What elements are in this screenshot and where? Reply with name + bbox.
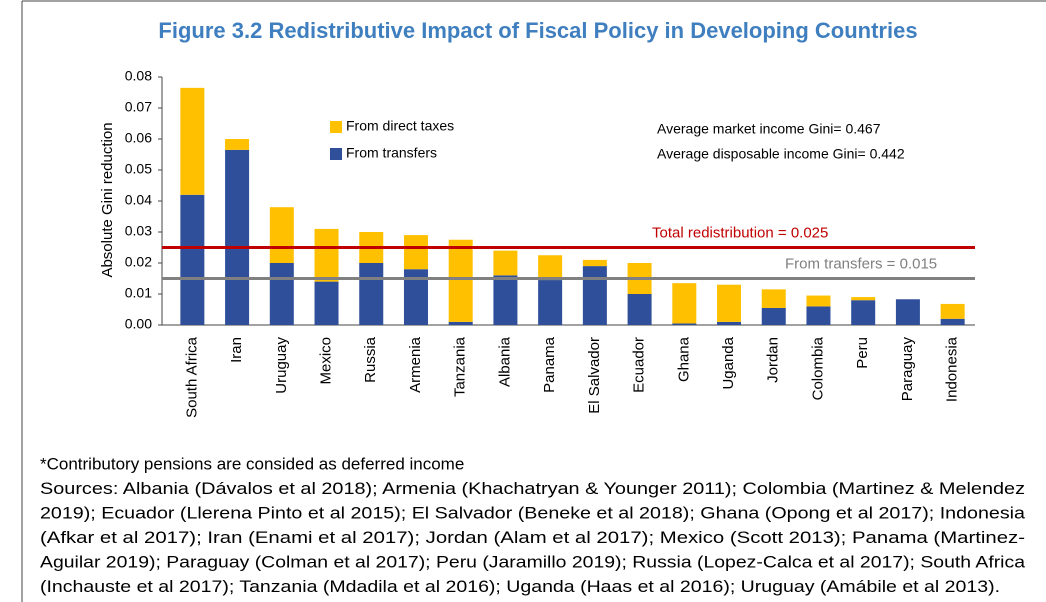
bar-segment [180,87,205,195]
bar-segment [493,275,518,325]
bar-segment [940,318,965,325]
x-tick-label: Uruguay [273,337,290,394]
bar-segment [940,303,965,319]
x-tick-label: Armenia [407,336,424,393]
bar-segment [806,295,831,307]
bar-segment [627,294,652,325]
bar-segment [717,321,742,325]
reference-label-value: 0.015 [900,255,938,272]
bar-segment [538,280,563,325]
footnote: *Contributory pensions are consided as d… [40,454,464,473]
y-tick-label: 0.01 [125,285,152,301]
legend-swatch [330,121,342,133]
chart-title: Figure 3.2 Redistributive Impact of Fisc… [158,18,917,43]
y-tick-label: 0.03 [125,223,152,239]
legend-swatch [330,148,342,160]
bar-segment [851,300,876,325]
x-tick-label: Russia [362,336,379,383]
y-tick-label: 0.05 [125,161,152,177]
bar-segment [761,289,786,308]
legend-label: From transfers [346,145,437,161]
x-tick-label: Iran [228,337,245,363]
bar-segment [403,235,428,270]
x-tick-label: Tanzania [452,336,469,397]
annotation: Average disposable income Gini= 0.442 [657,146,905,162]
x-tick-label: Paraguay [899,337,916,402]
x-tick-label: Jordan [765,337,782,383]
bar-segment [672,283,697,324]
reference-label-text: Total redistribution = [652,224,791,241]
bar-segment [269,207,294,263]
reference-label-text: From transfers = [785,255,900,272]
x-tick-label: Indonesia [944,336,961,402]
bar-segment [225,139,250,150]
bar-segment [493,250,518,276]
y-axis-title: Absolute Gini reduction [99,122,116,277]
footnote: Sources: Albania (Dávalos et al 2018); A… [40,479,1025,498]
bar-segment [314,228,339,282]
x-tick-label: Albania [496,336,513,387]
bar-segment [717,284,742,322]
x-tick-label: Peru [854,337,871,369]
bar-segment [180,194,205,325]
reference-label: Total redistribution = 0.025 [652,224,828,241]
bar-segment [448,239,473,322]
x-tick-label: Ecuador [631,337,648,393]
footnote: Aguilar 2019); Paraguay (Colman et al 20… [40,552,1026,571]
footnote: (Inchauste et al 2017); Tanzania (Mdadil… [40,577,1000,596]
y-tick-label: 0.07 [125,99,152,115]
x-tick-label: El Salvador [586,337,603,414]
bar-segment [761,307,786,325]
bar-segment [314,281,339,325]
x-tick-label: Colombia [809,336,826,400]
bar-segment [582,259,607,267]
bar-segment [538,255,563,281]
annotation: Average market income Gini= 0.467 [657,121,881,137]
bar-segment [672,323,697,325]
footnote: 2019); Ecuador (Llerena Pinto et al 2015… [40,503,1026,522]
x-tick-label: South Africa [183,336,200,418]
footnote: (Afkar et al 2017); Iran (Enami et al 20… [40,528,1025,547]
reference-label: From transfers = 0.015 [785,255,937,272]
bar-segment [851,297,876,301]
x-tick-label: Panama [541,336,558,393]
bar-segment [448,321,473,325]
y-tick-label: 0.02 [125,254,152,270]
bar-segment [359,263,384,325]
bar-segment [269,263,294,325]
x-tick-label: Mexico [317,337,334,385]
y-tick-label: 0.08 [125,68,152,84]
legend-label: From direct taxes [346,118,454,134]
bar-segment [225,149,250,325]
y-tick-label: 0.06 [125,130,152,146]
reference-label-value: 0.025 [791,224,829,241]
x-tick-label: Ghana [675,336,692,382]
y-tick-label: 0.00 [125,316,152,332]
bar-segment [582,266,607,325]
bar-segment [806,306,831,325]
y-tick-label: 0.04 [125,192,152,208]
bar-segment [895,299,920,325]
x-tick-label: Uganda [720,336,737,389]
